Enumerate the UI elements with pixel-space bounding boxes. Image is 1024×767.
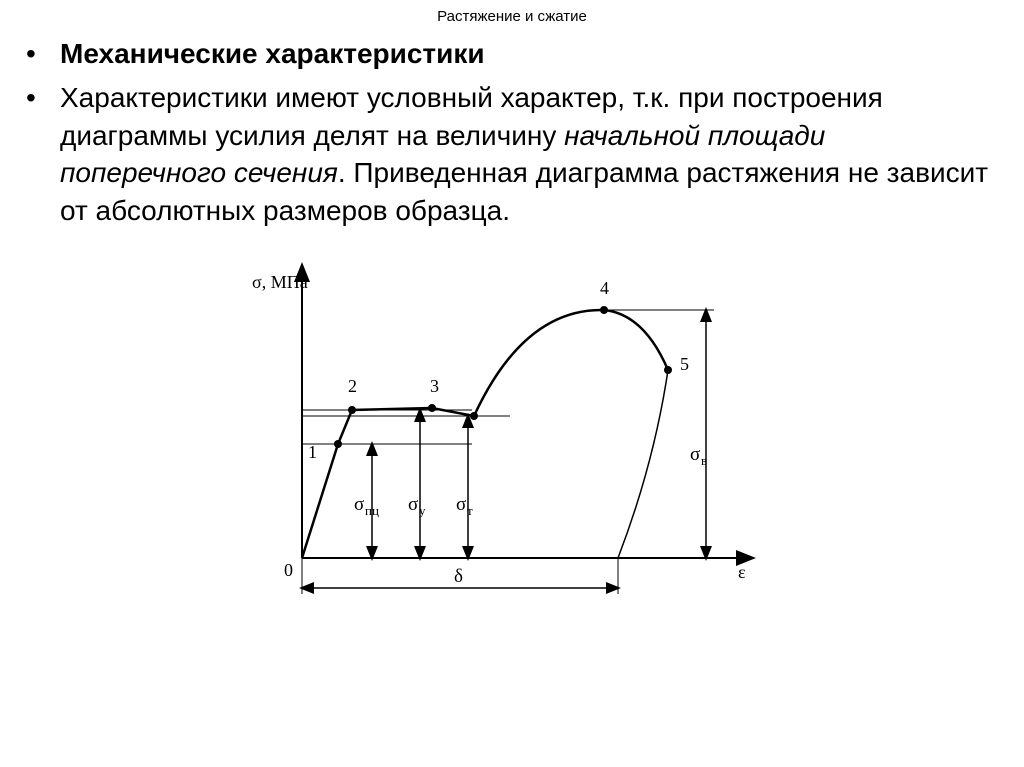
bullet-2: • Характеристики имеют условный характер… bbox=[26, 79, 998, 230]
content-area: • Механические характеристики • Характер… bbox=[0, 25, 1024, 618]
svg-text:в: в bbox=[701, 453, 707, 468]
svg-text:2: 2 bbox=[348, 376, 357, 396]
stress-strain-diagram: σ, МПаε012345σпцσуσтσвδ bbox=[26, 248, 998, 618]
bullet-1-text: Механические характеристики bbox=[60, 35, 998, 73]
svg-text:σ, МПа: σ, МПа bbox=[252, 272, 308, 292]
svg-text:σ: σ bbox=[408, 494, 418, 515]
svg-text:3: 3 bbox=[430, 376, 439, 396]
bullet-dot: • bbox=[26, 35, 46, 73]
bullet-1: • Механические характеристики bbox=[26, 35, 998, 73]
svg-text:σ: σ bbox=[456, 494, 466, 515]
svg-text:1: 1 bbox=[308, 442, 317, 462]
bullet-2-text: Характеристики имеют условный характер, … bbox=[60, 79, 998, 230]
svg-text:σ: σ bbox=[690, 444, 700, 465]
svg-text:у: у bbox=[419, 503, 426, 518]
svg-text:4: 4 bbox=[600, 278, 609, 298]
svg-text:0: 0 bbox=[284, 560, 293, 580]
slide-title: Растяжение и сжатие bbox=[0, 0, 1024, 25]
bullet-dot: • bbox=[26, 79, 46, 117]
diagram-svg: σ, МПаε012345σпцσуσтσвδ bbox=[212, 248, 812, 618]
svg-text:ε: ε bbox=[738, 562, 746, 582]
svg-text:пц: пц bbox=[365, 503, 379, 518]
svg-text:5: 5 bbox=[680, 354, 689, 374]
svg-text:δ: δ bbox=[454, 566, 463, 587]
svg-text:σ: σ bbox=[354, 494, 364, 515]
svg-text:т: т bbox=[467, 503, 473, 518]
